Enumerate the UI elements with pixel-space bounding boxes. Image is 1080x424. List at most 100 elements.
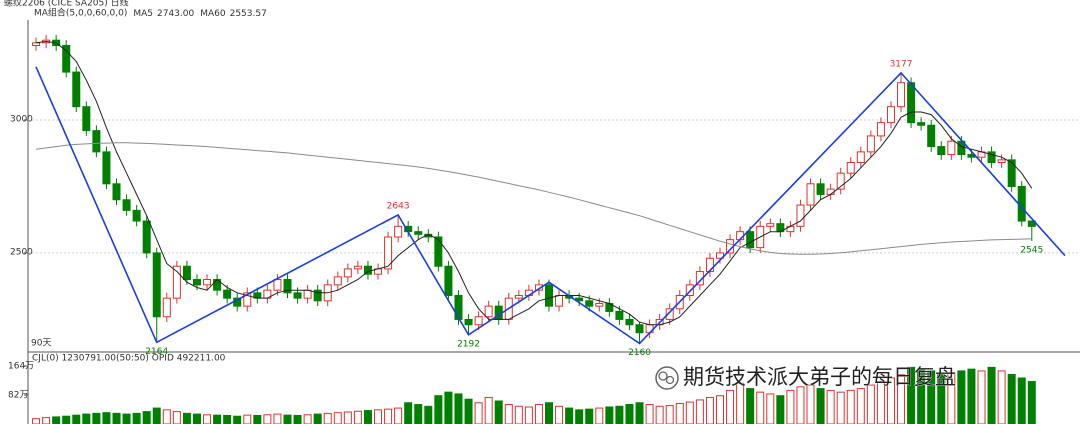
volume-bar: [152, 407, 161, 424]
candle-body: [635, 324, 644, 334]
volume-bar: [967, 368, 976, 424]
watermark: 期货技术派大弟子的每日复盘: [683, 365, 956, 389]
ma-line: [35, 40, 1033, 326]
volume-bar: [1027, 381, 1036, 424]
volume-bar: [715, 395, 724, 424]
volume-bar: [615, 405, 624, 424]
volume-bar: [897, 373, 906, 424]
volume-bar: [786, 389, 795, 424]
volume-bar: [565, 407, 574, 424]
candle-body: [384, 236, 393, 270]
volume-tick-label: 164万: [8, 361, 34, 371]
candle-body: [947, 140, 956, 156]
volume-bar: [424, 405, 433, 424]
volume-bar: [987, 366, 996, 424]
volume-bar: [886, 377, 895, 424]
volume-bar: [112, 412, 121, 424]
volume-bar: [705, 396, 714, 424]
volume-bar: [625, 404, 634, 424]
candle-body: [293, 292, 302, 299]
volume-bar: [374, 409, 383, 424]
chart-title: 螺纹2206 (CICE SA205) 日线: [4, 0, 129, 9]
candle-body: [917, 122, 926, 126]
period-label: 90天: [31, 339, 51, 349]
volume-bar: [122, 413, 131, 424]
candle-body: [514, 294, 523, 299]
volume-bar: [836, 391, 845, 424]
volume-bar: [756, 391, 765, 424]
volume-bar: [404, 402, 413, 424]
candle-body: [846, 162, 855, 174]
candle-body: [484, 305, 493, 318]
candle-body: [685, 284, 694, 296]
candle-body: [927, 124, 936, 148]
volume-bar: [957, 370, 966, 424]
candle-body: [876, 122, 885, 137]
volume-bar: [62, 415, 71, 424]
volume-tick-label: 82万: [8, 390, 28, 400]
volume-bar: [243, 414, 252, 424]
price-plot: 2164 2643 2192 2160 3177 2545: [32, 34, 1066, 424]
legend-name: MA5: [133, 9, 153, 19]
candle-body: [615, 310, 624, 320]
volume-bar: [746, 388, 755, 424]
candle-body: [866, 135, 875, 153]
volume-bar: [394, 407, 403, 424]
y-tick-label: 2500: [10, 247, 33, 257]
volume-bar: [263, 414, 272, 424]
candle-body: [534, 284, 543, 291]
volume-bar: [776, 395, 785, 424]
volume-bar: [142, 411, 151, 424]
extreme-label: 2643: [387, 201, 410, 211]
candle-body: [595, 302, 604, 307]
volume-bar: [545, 402, 554, 424]
volume-bar: [856, 388, 865, 424]
volume-bar: [997, 370, 1006, 424]
volume-bar: [514, 405, 523, 424]
volume-bar: [454, 393, 463, 424]
volume-bar: [313, 413, 322, 424]
volume-bar: [575, 409, 584, 424]
volume-bar: [102, 412, 111, 424]
candle-body: [132, 209, 141, 222]
volume-bar: [846, 389, 855, 424]
candle-body: [283, 279, 292, 294]
candle-body: [203, 279, 212, 286]
volume-bar: [695, 399, 704, 424]
volume-bar: [937, 373, 946, 424]
candle-body: [313, 289, 322, 302]
candle-body: [886, 106, 895, 124]
candle-body: [142, 220, 151, 254]
volume-bar: [555, 405, 564, 424]
candle-body: [816, 183, 825, 195]
candle-body: [72, 71, 81, 108]
volume-bar: [92, 412, 101, 424]
candle-body: [806, 183, 815, 206]
legend-name: MA60: [200, 9, 226, 19]
volume-bar: [534, 404, 543, 424]
candle-body: [997, 159, 1006, 164]
candle-body: [856, 151, 865, 164]
candle-body: [162, 297, 171, 318]
volume-bar: [132, 412, 141, 424]
volume-bar: [635, 402, 644, 424]
candle-body: [353, 265, 362, 270]
volume-bar: [323, 412, 332, 424]
extreme-label: 3177: [890, 59, 913, 69]
volume-bar: [464, 398, 473, 424]
volume-bar: [384, 408, 393, 424]
volume-bar: [806, 384, 815, 424]
candle-body: [343, 268, 352, 278]
volume-bar: [585, 408, 594, 424]
candle-body: [192, 279, 201, 286]
candle-body: [92, 130, 101, 153]
candle-body: [987, 151, 996, 164]
volume-bar: [162, 409, 171, 424]
candle-body: [464, 318, 473, 326]
volume-bar: [655, 405, 664, 424]
candle-body: [333, 276, 342, 286]
candle-body: [434, 236, 443, 267]
candle-body: [937, 146, 946, 156]
volume-bar: [203, 414, 212, 424]
candle-body: [454, 294, 463, 320]
